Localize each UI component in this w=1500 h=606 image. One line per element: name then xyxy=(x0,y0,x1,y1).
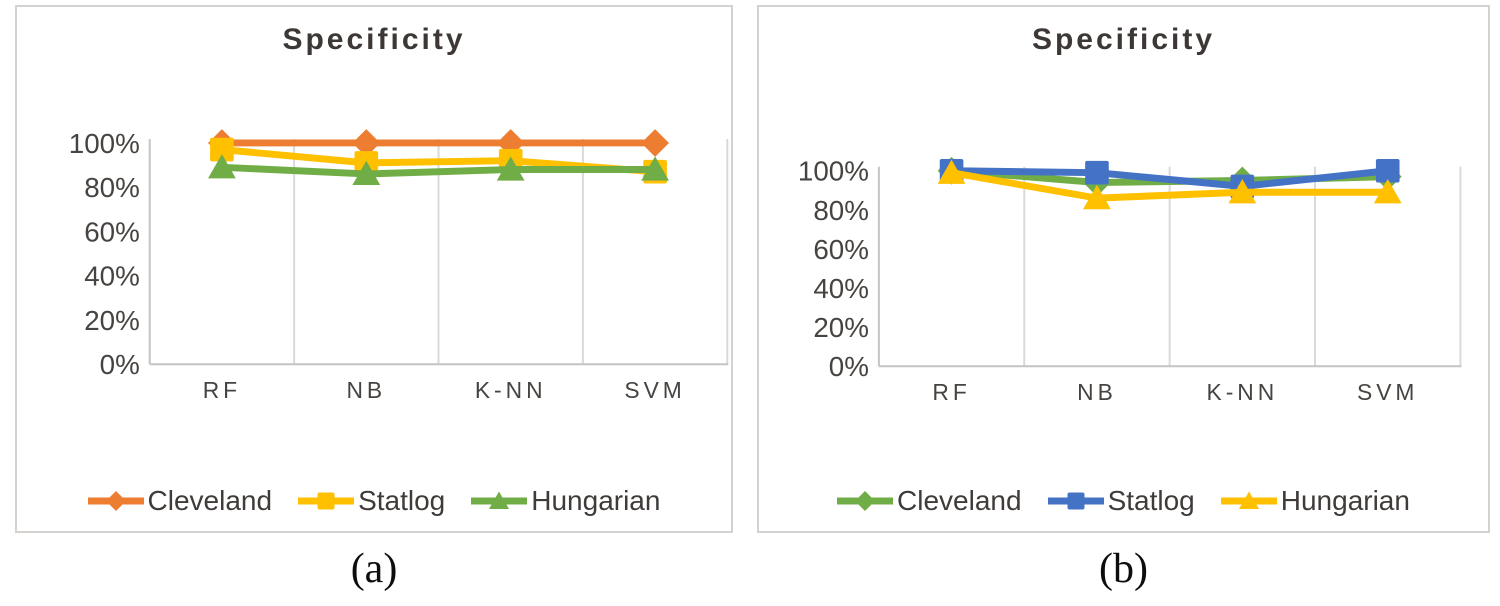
subfigure-caption-b: (b) xyxy=(1099,546,1148,592)
legend-marker-shape xyxy=(317,492,335,510)
legend-item-statlog: Statlog xyxy=(1047,485,1195,517)
legend-item-statlog: Statlog xyxy=(298,485,445,517)
diamond-marker-cleveland xyxy=(641,129,669,157)
chart-legend-a: Cleveland Statlog Hungarian xyxy=(17,485,731,517)
y-tick-label: 100% xyxy=(798,156,869,187)
triangle-legend-marker xyxy=(471,491,528,509)
legend-marker-shape xyxy=(1067,492,1085,510)
square-legend-marker xyxy=(1047,492,1104,510)
x-tick-label: SVM xyxy=(1357,379,1418,405)
triangle-marker-hungarian xyxy=(937,159,966,184)
chart-title-a: Specificity xyxy=(282,23,466,56)
y-tick-label: 80% xyxy=(813,195,869,226)
legend-label: Statlog xyxy=(1107,485,1195,516)
y-tick-label: 60% xyxy=(84,216,140,247)
triangle-marker-hungarian xyxy=(1228,179,1257,204)
legend-label: Hungarian xyxy=(1280,485,1410,516)
x-tick-label: SVM xyxy=(624,377,685,403)
y-tick-label: 20% xyxy=(84,305,140,336)
legend-label: Cleveland xyxy=(147,485,273,516)
chart-panel-a: 100% 80% 60% 40% 20% 0% RF NB K-NN SVM Specificit… xyxy=(15,5,733,533)
y-tick-label: 40% xyxy=(813,273,869,304)
x-tick-label: RF xyxy=(932,379,970,405)
triangle-marker-hungarian xyxy=(1373,179,1402,204)
x-tick-label: NB xyxy=(346,377,386,403)
diamond-legend-marker xyxy=(837,491,894,511)
subfigure-caption-a: (a) xyxy=(350,546,398,592)
line-plot-b: 100% 80% 60% 40% 20% 0% RF NB K-NN SVM xyxy=(798,156,1462,405)
triangle-marker-hungarian xyxy=(496,156,525,181)
triangle-marker-hungarian xyxy=(641,156,669,181)
triangle-marker-hungarian xyxy=(1083,184,1111,210)
square-marker-statlog xyxy=(1085,160,1109,185)
legend-item-cleveland: Cleveland xyxy=(837,485,1022,517)
diamond-legend-marker xyxy=(87,491,144,511)
chart-title-b: Specificity xyxy=(1031,23,1216,56)
y-tick-label: 80% xyxy=(84,172,140,203)
x-tick-label: K-NN xyxy=(1207,379,1279,405)
x-tick-label: NB xyxy=(1077,379,1117,405)
legend-label: Hungarian xyxy=(531,485,661,516)
legend-marker-shape xyxy=(105,491,126,511)
y-tick-label: 0% xyxy=(100,349,140,380)
legend-marker-shape xyxy=(489,491,510,509)
chart-panel-b: 100% 80% 60% 40% 20% 0% RF NB K-NN SVM Specificit… xyxy=(757,5,1490,533)
legend-marker-shape xyxy=(855,491,876,511)
legend-item-hungarian: Hungarian xyxy=(1220,485,1410,517)
series-line-hungarian xyxy=(221,163,656,178)
y-tick-label: 40% xyxy=(84,261,140,292)
series-line-statlog xyxy=(951,167,1389,190)
y-tick-label: 0% xyxy=(829,351,869,382)
x-tick-label: K-NN xyxy=(475,377,547,403)
triangle-marker-hungarian xyxy=(208,154,236,179)
square-marker-statlog xyxy=(1375,158,1400,183)
legend-item-hungarian: Hungarian xyxy=(471,485,660,517)
square-legend-marker xyxy=(298,492,355,510)
y-tick-label: 100% xyxy=(69,128,140,159)
legend-label: Statlog xyxy=(358,485,446,516)
series-line-hungarian xyxy=(950,169,1388,202)
legend-item-cleveland: Cleveland xyxy=(87,485,273,517)
triangle-marker-hungarian xyxy=(352,160,381,186)
y-tick-label: 60% xyxy=(813,234,869,265)
legend-marker-shape xyxy=(1238,491,1259,509)
y-tick-label: 20% xyxy=(813,312,869,343)
x-tick-label: RF xyxy=(203,377,241,403)
square-marker-statlog xyxy=(210,137,234,162)
line-plot-a: 100% 80% 60% 40% 20% 0% RF NB K-NN SVM xyxy=(69,128,729,403)
triangle-legend-marker xyxy=(1220,491,1277,509)
chart-legend-b: Cleveland Statlog Hungarian xyxy=(759,485,1488,517)
legend-label: Cleveland xyxy=(897,485,1022,516)
